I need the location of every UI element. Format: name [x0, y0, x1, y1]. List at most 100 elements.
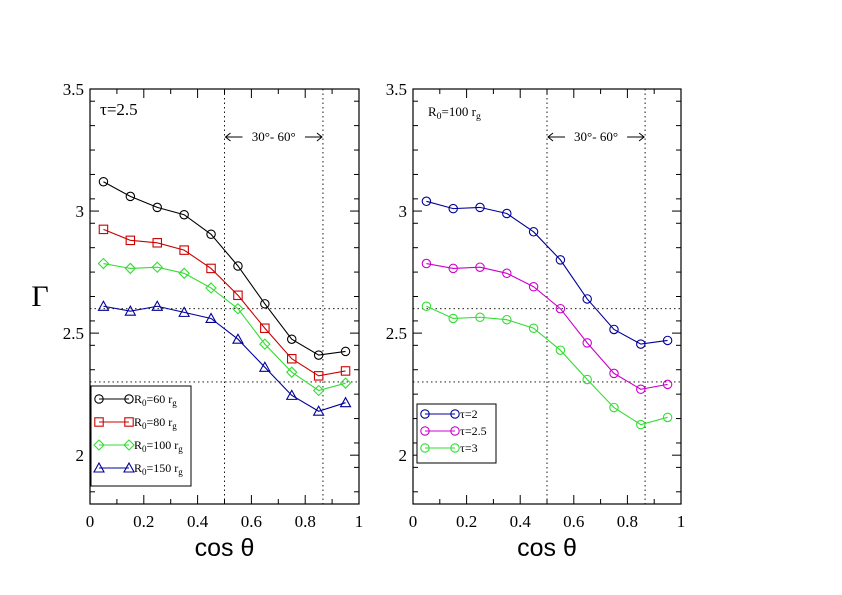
x-tick-label: 0.2	[456, 512, 477, 531]
legend-marker	[420, 426, 430, 436]
data-point	[662, 379, 673, 390]
data-point	[232, 333, 244, 344]
x-tick-label: 0.6	[563, 512, 584, 531]
series-line	[103, 263, 346, 392]
data-point	[339, 396, 352, 408]
data-point	[582, 294, 592, 304]
data-point	[151, 261, 164, 273]
series-line	[103, 305, 346, 412]
x-tick-label: 0.2	[133, 512, 154, 531]
legend: τ=2 τ=2.5 τ=3	[416, 403, 497, 464]
legend-label: τ=3	[460, 441, 478, 455]
data-point	[636, 419, 646, 430]
panel-left: 0 0.2 0.4 0.6 0.8 1 2 2.5 3 3.5 cos θ Γτ=2.5 30°- 60…	[31, 80, 363, 562]
series-1	[421, 196, 673, 349]
x-tick-label: 0.4	[510, 512, 532, 531]
data-point	[97, 300, 110, 311]
legend-marker	[450, 426, 460, 436]
data-point	[286, 334, 297, 344]
data-point	[233, 290, 243, 301]
x-axis-label: cos θ	[195, 534, 255, 562]
y-tick-label: 2	[399, 446, 408, 465]
legend-label: τ=2.5	[460, 424, 487, 438]
data-point	[258, 361, 271, 372]
series-4	[97, 300, 352, 416]
legend-label: R0=60 rg	[134, 392, 177, 408]
data-point	[502, 268, 512, 279]
data-point	[475, 262, 485, 272]
data-point	[313, 371, 324, 381]
data-point	[421, 258, 432, 269]
legend-box	[90, 385, 192, 487]
legend-marker	[94, 417, 104, 427]
data-point	[152, 238, 163, 248]
data-point	[448, 263, 458, 274]
data-point	[98, 224, 109, 235]
data-point	[313, 350, 324, 360]
x-tick-label: 0.4	[187, 512, 209, 531]
series-1	[98, 177, 351, 360]
legend-marker	[93, 461, 105, 473]
series-3	[421, 301, 673, 430]
data-point	[582, 374, 592, 385]
legend-marker	[124, 394, 134, 404]
data-point	[205, 312, 217, 324]
data-point	[555, 345, 566, 355]
data-point	[179, 245, 189, 255]
data-point	[421, 301, 432, 312]
data-point	[340, 346, 351, 357]
data-point	[339, 377, 352, 389]
data-point	[125, 235, 136, 246]
data-point	[662, 335, 673, 346]
series-line	[426, 263, 668, 390]
range-label: 30°- 60°	[574, 129, 618, 144]
legend: R0=60 rg R0=80 rg R0=100 rg R0=150 rg	[90, 385, 192, 487]
data-point	[285, 389, 298, 400]
data-point	[582, 338, 592, 348]
x-tick-label: 1	[677, 512, 686, 531]
legend-marker	[123, 461, 135, 473]
data-point	[475, 202, 485, 213]
range-label: 30°- 60°	[252, 129, 296, 144]
data-point	[528, 323, 539, 333]
data-point	[178, 306, 191, 317]
legend-marker	[94, 394, 104, 404]
data-point	[259, 338, 271, 350]
y-tick-label: 3	[399, 202, 408, 221]
data-point	[340, 366, 351, 376]
data-point	[260, 323, 270, 333]
data-point	[609, 324, 619, 335]
data-point	[124, 305, 137, 316]
data-point	[636, 384, 646, 395]
data-point	[475, 312, 485, 322]
data-point	[312, 384, 325, 397]
data-point	[502, 208, 512, 219]
data-point	[421, 196, 432, 207]
data-point	[206, 229, 216, 240]
range-arrowhead-left	[224, 132, 231, 142]
data-point	[178, 267, 190, 280]
legend-marker	[123, 439, 135, 451]
data-point	[662, 412, 673, 423]
legend-marker	[420, 409, 430, 419]
legend-marker	[93, 439, 105, 451]
data-point	[636, 339, 646, 349]
data-point	[232, 302, 244, 315]
x-tick-label: 0.6	[241, 512, 262, 531]
data-point	[555, 303, 566, 314]
legend-marker	[450, 443, 460, 453]
data-point	[260, 299, 270, 309]
legend-marker	[450, 409, 460, 419]
data-point	[125, 191, 136, 202]
x-tick-label: 1	[355, 512, 364, 531]
series-line	[103, 228, 346, 377]
series-2	[421, 258, 673, 395]
y-tick-label: 3.5	[386, 80, 407, 99]
data-point	[206, 263, 216, 274]
panel-annotation: τ=2.5	[100, 100, 138, 119]
legend-marker	[420, 443, 430, 453]
y-tick-label: 2	[76, 446, 85, 465]
range-arrowhead-right	[316, 132, 323, 142]
series-line	[103, 181, 346, 356]
